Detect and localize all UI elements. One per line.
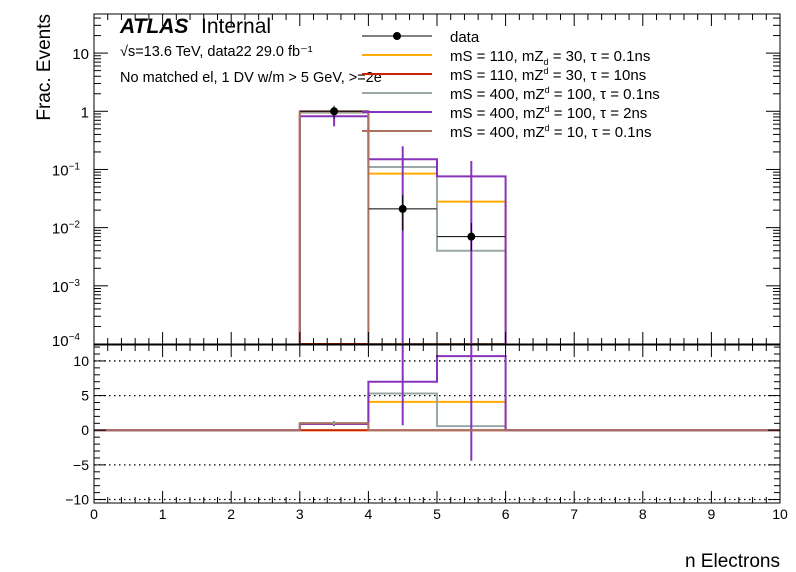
data-point xyxy=(330,107,339,116)
selection-label: No matched el, 1 DV w/m > 5 GeV, >=2e xyxy=(120,70,382,86)
ratio-y-tick-label: 10 xyxy=(73,353,89,369)
y-axis-label: Frac. Events xyxy=(34,14,55,121)
legend-label: mS = 110, mZd = 30, τ = 10ns xyxy=(450,66,646,84)
x-tick-label: 8 xyxy=(639,506,647,522)
x-tick-label: 10 xyxy=(772,506,788,522)
y-tick-label: 10−1 xyxy=(52,161,81,179)
ratio-series-2 xyxy=(94,392,780,432)
x-tick-label: 9 xyxy=(708,506,716,522)
x-tick-label: 3 xyxy=(296,506,304,522)
ratio-y-tick-label: −5 xyxy=(73,457,89,473)
ratio-data-point xyxy=(332,421,336,425)
legend-label: mS = 400, mZd = 100, τ = 2ns xyxy=(450,104,647,122)
x-tick-label: 4 xyxy=(365,506,373,522)
atlas-label: ATLAS xyxy=(119,15,188,38)
x-tick-label: 5 xyxy=(433,506,441,522)
x-tick-label: 7 xyxy=(570,506,578,522)
ratio-y-tick-label: −10 xyxy=(65,492,89,508)
x-tick-label: 0 xyxy=(90,506,98,522)
legend-label: mS = 110, mZd = 30, τ = 0.1ns xyxy=(450,48,650,67)
x-tick-label: 6 xyxy=(502,506,510,522)
ratio-y-tick-label: 5 xyxy=(81,388,89,404)
y-tick-label: 10−4 xyxy=(52,332,81,350)
energy-lumi-label: √s=13.6 TeV, data22 29.0 fb⁻¹ xyxy=(120,44,313,60)
x-tick-label: 1 xyxy=(159,506,167,522)
x-tick-label: 2 xyxy=(227,506,235,522)
legend-data-marker xyxy=(393,32,401,40)
y-tick-label: 10−2 xyxy=(52,220,81,238)
y-tick-label: 10−3 xyxy=(52,278,81,296)
legend-label: mS = 400, mZd = 10, τ = 0.1ns xyxy=(450,123,651,141)
legend-label: data xyxy=(450,29,480,46)
x-axis-label: n Electrons xyxy=(685,551,780,572)
data-point xyxy=(398,204,407,213)
legend-label: mS = 400, mZd = 100, τ = 0.1ns xyxy=(450,85,660,103)
data-point xyxy=(467,232,476,241)
ratio-y-tick-label: 0 xyxy=(81,422,89,438)
y-tick-label: 10 xyxy=(72,46,89,63)
atlas-internal-label: Internal xyxy=(201,15,271,38)
y-tick-label: 1 xyxy=(81,104,89,121)
ratio-series-4 xyxy=(94,422,780,432)
